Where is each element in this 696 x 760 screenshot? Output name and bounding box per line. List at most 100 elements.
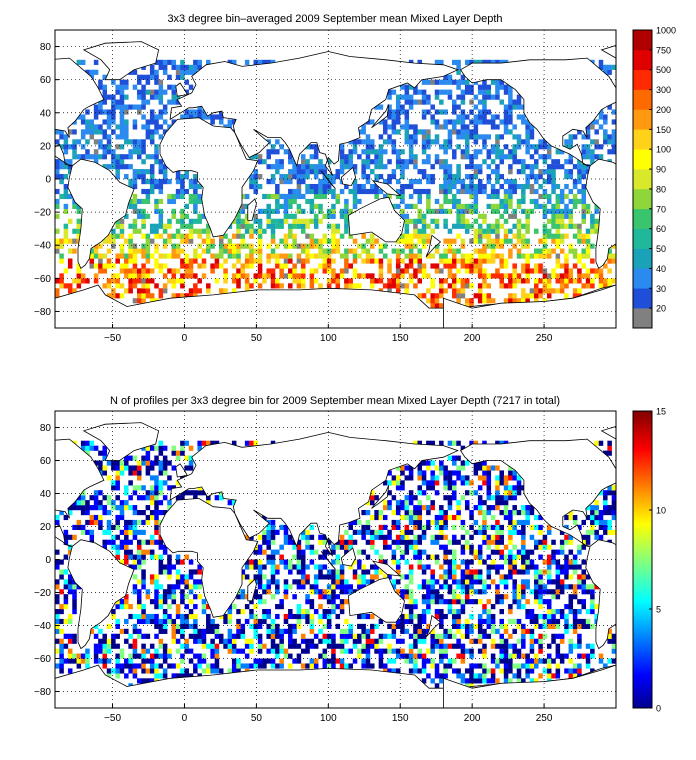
bin-cell	[89, 445, 95, 451]
bin-cell	[270, 248, 276, 254]
bin-cell	[508, 485, 513, 491]
bin-cell	[72, 228, 77, 234]
bin-cell	[344, 628, 349, 634]
bin-cell	[538, 248, 543, 254]
bin-cell	[93, 445, 99, 451]
bin-cell	[132, 663, 138, 669]
bin-cell	[188, 273, 194, 279]
bin-cell	[296, 564, 302, 570]
bin-cell	[162, 445, 168, 451]
bin-cell	[603, 283, 608, 289]
bin-cell	[559, 208, 565, 214]
bin-cell	[162, 69, 168, 75]
bin-cell	[499, 643, 504, 649]
bin-cell	[542, 193, 548, 200]
bin-cell	[119, 539, 125, 545]
bin-cell	[115, 505, 120, 511]
bin-cell	[171, 273, 177, 279]
bin-cell	[482, 298, 487, 304]
bin-cell	[534, 623, 539, 629]
bin-cell	[361, 663, 366, 669]
bin-cell	[197, 183, 202, 190]
bin-cell	[456, 203, 461, 209]
bin-cell	[581, 134, 586, 140]
bin-cell	[128, 243, 133, 249]
bin-cell	[400, 638, 405, 644]
bin-cell	[197, 213, 202, 219]
bin-cell	[365, 258, 371, 264]
bin-cell	[188, 268, 194, 274]
bin-cell	[404, 618, 410, 625]
bin-cell	[292, 268, 297, 274]
bin-cell	[331, 648, 336, 654]
bin-cell	[136, 273, 142, 279]
bin-cell	[106, 134, 112, 140]
bin-cell	[158, 263, 164, 269]
bin-cell	[464, 594, 470, 600]
bin-cell	[490, 658, 496, 664]
bin-cell	[413, 519, 418, 526]
bin-cell	[456, 465, 461, 471]
bin-cell	[477, 59, 483, 65]
bin-cell	[395, 149, 401, 155]
bin-cell	[572, 198, 578, 205]
bin-cell	[149, 169, 155, 175]
bin-cell	[132, 183, 138, 190]
bin-cell	[193, 228, 198, 234]
bin-cell	[158, 164, 164, 170]
bin-cell	[339, 564, 345, 570]
bin-cell	[115, 84, 120, 90]
bin-cell	[76, 208, 82, 214]
bin-cell	[477, 623, 483, 629]
bin-cell	[154, 149, 159, 155]
bin-cell	[542, 539, 548, 545]
bin-cell	[313, 579, 319, 585]
bin-cell	[417, 534, 423, 540]
bin-cell	[283, 263, 289, 269]
bin-cell	[275, 218, 280, 224]
bin-cell	[521, 298, 526, 304]
bin-cell	[136, 149, 142, 155]
bin-cell	[119, 228, 125, 234]
bin-cell	[119, 628, 125, 634]
bin-cell	[149, 268, 155, 274]
bin-cell	[594, 273, 599, 279]
bin-cell	[115, 99, 120, 105]
bin-cell	[456, 213, 461, 219]
bin-cell	[590, 213, 595, 219]
bin-cell	[477, 288, 483, 294]
bin-cell	[210, 628, 215, 634]
bin-cell	[119, 84, 125, 90]
bin-cell	[477, 618, 483, 625]
bin-cell	[581, 154, 586, 160]
bin-cell	[486, 164, 492, 170]
bin-cell	[344, 633, 349, 639]
bin-cell	[439, 288, 444, 294]
bin-cell	[158, 223, 164, 229]
bin-cell	[525, 223, 530, 229]
bin-cell	[486, 193, 492, 200]
bin-cell	[464, 258, 470, 264]
bin-cell	[244, 618, 250, 625]
bin-cell	[585, 253, 591, 259]
bin-cell	[443, 218, 448, 224]
bin-cell	[512, 524, 517, 530]
bin-cell	[452, 283, 457, 289]
bin-cell	[546, 613, 552, 620]
bin-cell	[395, 253, 401, 259]
bin-cell	[231, 253, 237, 259]
bin-cell	[538, 544, 543, 550]
bin-cell	[257, 638, 263, 644]
bin-cell	[171, 268, 177, 274]
bin-cell	[391, 203, 397, 209]
bin-cell	[456, 609, 461, 615]
bin-cell	[404, 213, 410, 219]
bin-cell	[115, 233, 120, 239]
bin-cell	[149, 658, 155, 664]
bin-cell	[76, 273, 82, 279]
bin-cell	[162, 470, 168, 476]
bin-cell	[538, 539, 543, 545]
bin-cell	[534, 248, 539, 254]
bin-cell	[361, 164, 366, 170]
